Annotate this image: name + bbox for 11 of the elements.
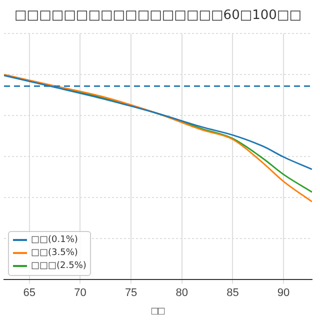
x-tick-label: 75 xyxy=(124,287,138,300)
chart-title: □□□□□□□□□□□□□□□□□60□100□□ xyxy=(14,8,302,24)
legend-label: □□(0.1%) xyxy=(31,234,78,247)
legend-label: □□(3.5%) xyxy=(31,246,78,260)
x-tick-label: 85 xyxy=(226,287,239,300)
x-tick-label: 80 xyxy=(176,287,188,300)
legend-label: □□□(2.5%) xyxy=(31,260,86,273)
x-tick-label: 70 xyxy=(74,287,86,300)
x-axis-title: □□ xyxy=(151,305,165,318)
x-tick-label: 65 xyxy=(23,287,36,300)
x-tick-label: 90 xyxy=(277,287,290,300)
